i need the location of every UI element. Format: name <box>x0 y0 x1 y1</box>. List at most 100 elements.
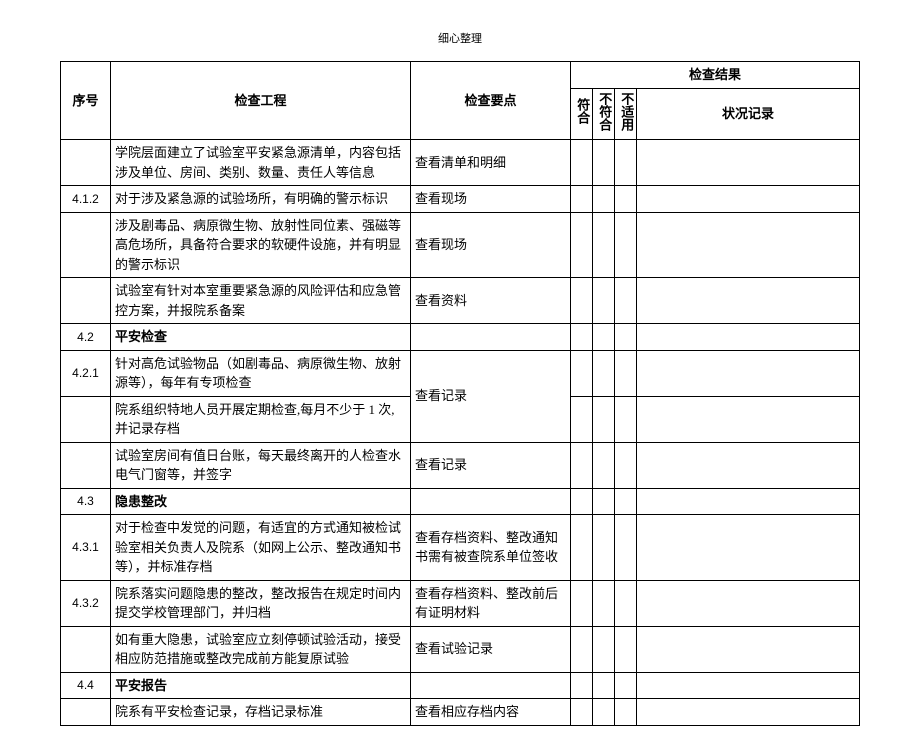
cell-fit <box>571 515 593 581</box>
table-body: 学院层面建立了试验室平安紧急源清单，内容包括涉及单位、房间、类别、数量、责任人等… <box>61 140 860 726</box>
cell-seq <box>61 396 111 442</box>
cell-nofit <box>593 626 615 672</box>
cell-fit <box>571 396 593 442</box>
cell-project: 学院层面建立了试验室平安紧急源清单，内容包括涉及单位、房间、类别、数量、责任人等… <box>111 140 411 186</box>
cell-fit <box>571 186 593 213</box>
cell-project: 院系落实问题隐患的整改，整改报告在规定时间内提交学校管理部门，并归档 <box>111 580 411 626</box>
table-row: 4.4平安报告 <box>61 672 860 699</box>
th-record: 状况记录 <box>637 88 860 140</box>
table-row: 院系有平安检查记录，存档记录标准查看相应存档内容 <box>61 699 860 726</box>
th-project: 检查工程 <box>111 62 411 140</box>
table-row: 学院层面建立了试验室平安紧急源清单，内容包括涉及单位、房间、类别、数量、责任人等… <box>61 140 860 186</box>
cell-point: 查看存档资料、整改前后有证明材料 <box>411 580 571 626</box>
cell-fit <box>571 278 593 324</box>
cell-na <box>615 186 637 213</box>
cell-record <box>637 278 860 324</box>
cell-project: 试验室有针对本室重要紧急源的风险评估和应急管控方案，并报院系备案 <box>111 278 411 324</box>
cell-na <box>615 278 637 324</box>
cell-fit <box>571 626 593 672</box>
cell-record <box>637 488 860 515</box>
cell-seq: 4.2.1 <box>61 350 111 396</box>
cell-fit <box>571 324 593 351</box>
cell-record <box>637 350 860 396</box>
cell-nofit <box>593 515 615 581</box>
cell-seq: 4.3 <box>61 488 111 515</box>
cell-seq <box>61 212 111 278</box>
cell-project: 院系组织特地人员开展定期检查,每月不少于 1 次,并记录存档 <box>111 396 411 442</box>
cell-seq: 4.2 <box>61 324 111 351</box>
th-result-group: 检查结果 <box>571 62 860 89</box>
cell-project: 涉及剧毒品、病原微生物、放射性同位素、强磁等高危场所，具备符合要求的软硬件设施，… <box>111 212 411 278</box>
cell-nofit <box>593 442 615 488</box>
cell-fit <box>571 140 593 186</box>
table-row: 4.3隐患整改 <box>61 488 860 515</box>
cell-point <box>411 672 571 699</box>
cell-record <box>637 140 860 186</box>
cell-project: 对于检查中发觉的问题，有适宜的方式通知被检试验室相关负责人及院系（如网上公示、整… <box>111 515 411 581</box>
cell-record <box>637 626 860 672</box>
cell-nofit <box>593 324 615 351</box>
cell-record <box>637 515 860 581</box>
cell-nofit <box>593 580 615 626</box>
cell-project: 如有重大隐患，试验室应立刻停顿试验活动，接受相应防范措施或整改完成前方能复原试验 <box>111 626 411 672</box>
cell-point: 查看现场 <box>411 212 571 278</box>
inspection-table: 序号 检查工程 检查要点 检查结果 符合 不符合 不适用 状况记录 学院层面建立… <box>60 61 860 726</box>
table-row: 4.2平安检查 <box>61 324 860 351</box>
cell-nofit <box>593 672 615 699</box>
cell-record <box>637 580 860 626</box>
cell-record <box>637 396 860 442</box>
cell-na <box>615 488 637 515</box>
cell-nofit <box>593 350 615 396</box>
cell-fit <box>571 672 593 699</box>
cell-point: 查看存档资料、整改通知书需有被查院系单位签收 <box>411 515 571 581</box>
table-row: 4.3.1对于检查中发觉的问题，有适宜的方式通知被检试验室相关负责人及院系（如网… <box>61 515 860 581</box>
cell-na <box>615 626 637 672</box>
cell-record <box>637 186 860 213</box>
cell-seq: 4.4 <box>61 672 111 699</box>
th-na: 不适用 <box>615 88 637 140</box>
cell-point: 查看相应存档内容 <box>411 699 571 726</box>
cell-fit <box>571 580 593 626</box>
cell-na <box>615 212 637 278</box>
cell-fit <box>571 212 593 278</box>
cell-record <box>637 324 860 351</box>
cell-na <box>615 350 637 396</box>
cell-fit <box>571 350 593 396</box>
table-row: 4.3.2院系落实问题隐患的整改，整改报告在规定时间内提交学校管理部门，并归档查… <box>61 580 860 626</box>
cell-seq <box>61 278 111 324</box>
cell-seq <box>61 626 111 672</box>
cell-fit <box>571 488 593 515</box>
th-fit: 符合 <box>571 88 593 140</box>
cell-nofit <box>593 186 615 213</box>
cell-nofit <box>593 278 615 324</box>
cell-point <box>411 324 571 351</box>
cell-nofit <box>593 396 615 442</box>
cell-nofit <box>593 140 615 186</box>
cell-project: 平安报告 <box>111 672 411 699</box>
cell-nofit <box>593 699 615 726</box>
th-nofit: 不符合 <box>593 88 615 140</box>
th-point: 检查要点 <box>411 62 571 140</box>
cell-point: 查看记录 <box>411 350 571 442</box>
cell-na <box>615 672 637 699</box>
cell-nofit <box>593 212 615 278</box>
cell-project: 试验室房间有值日台账，每天最终离开的人检查水电气门窗等，并签字 <box>111 442 411 488</box>
cell-fit <box>571 442 593 488</box>
cell-nofit <box>593 488 615 515</box>
cell-record <box>637 699 860 726</box>
cell-seq: 4.3.2 <box>61 580 111 626</box>
cell-na <box>615 515 637 581</box>
cell-na <box>615 442 637 488</box>
cell-seq <box>61 140 111 186</box>
cell-point: 查看记录 <box>411 442 571 488</box>
table-row: 4.2.1针对高危试验物品（如剧毒品、病原微生物、放射源等），每年有专项检查查看… <box>61 350 860 396</box>
cell-point: 查看现场 <box>411 186 571 213</box>
cell-project: 针对高危试验物品（如剧毒品、病原微生物、放射源等），每年有专项检查 <box>111 350 411 396</box>
cell-fit <box>571 699 593 726</box>
cell-project: 平安检查 <box>111 324 411 351</box>
cell-na <box>615 140 637 186</box>
th-seq: 序号 <box>61 62 111 140</box>
cell-point: 查看清单和明细 <box>411 140 571 186</box>
cell-seq <box>61 699 111 726</box>
cell-project: 隐患整改 <box>111 488 411 515</box>
